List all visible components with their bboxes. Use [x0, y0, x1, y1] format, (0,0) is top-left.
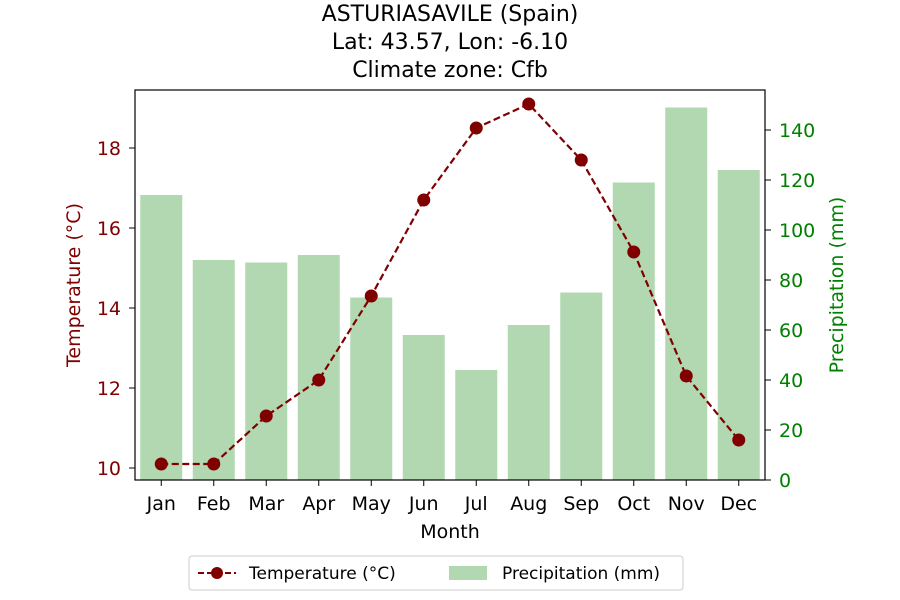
- left-y-tick-label: 16: [97, 218, 121, 240]
- x-tick-label: Feb: [197, 493, 231, 515]
- temperature-point-sep: [574, 153, 588, 167]
- temperature-point-oct: [627, 245, 641, 259]
- x-tick-label: Jun: [408, 493, 439, 515]
- x-tick-label: Oct: [617, 493, 650, 515]
- x-tick-label: Apr: [302, 493, 335, 515]
- right-y-tick-label: 120: [779, 170, 815, 192]
- precipitation-bar-jan: [140, 195, 183, 480]
- legend-precipitation-label: Precipitation (mm): [502, 564, 660, 584]
- temperature-line: [161, 102, 740, 466]
- title-line-1: ASTURIASAVILE (Spain): [322, 2, 579, 27]
- legend-temperature-marker-icon: [211, 567, 223, 579]
- temperature-point-may: [364, 289, 378, 303]
- legend: Temperature (°C) Precipitation (mm): [188, 555, 684, 591]
- temperature-point-nov: [679, 369, 693, 383]
- precipitation-bar-apr: [297, 255, 340, 480]
- precipitation-bar-feb: [192, 260, 235, 480]
- precipitation-bar-nov: [665, 107, 708, 480]
- right-y-tick-label: 40: [779, 370, 803, 392]
- left-y-axis-label: Temperature (°C): [63, 203, 85, 368]
- x-tick-label: Aug: [510, 493, 547, 515]
- plot-frame: [134, 89, 766, 481]
- precipitation-bars: [140, 107, 760, 480]
- temperature-series: [154, 97, 746, 471]
- precipitation-bar-dec: [717, 170, 760, 480]
- right-y-tick-label: 140: [779, 120, 815, 142]
- x-tick-label: Nov: [668, 493, 705, 515]
- temperature-point-feb: [207, 457, 221, 471]
- x-tick-label: Jul: [464, 493, 488, 515]
- x-tick-label: Jan: [146, 493, 176, 515]
- right-y-tick-label: 60: [779, 320, 803, 342]
- temperature-point-jul: [469, 121, 483, 135]
- x-tick-label: May: [352, 493, 391, 515]
- left-y-tick-label: 14: [97, 298, 121, 320]
- chart-title: ASTURIASAVILE (Spain) Lat: 43.57, Lon: -…: [322, 2, 579, 83]
- right-y-tick-label: 20: [779, 420, 803, 442]
- right-y-tick-label: 100: [779, 220, 815, 242]
- chart-ticks: Jan Feb Mar Apr May Jun Jul Aug Sep Oct Nov Dec 10 12…: [97, 120, 815, 515]
- left-y-tick-label: 18: [97, 138, 121, 160]
- x-tick-label: Mar: [248, 493, 284, 515]
- temperature-point-aug: [522, 97, 536, 111]
- precipitation-bar-aug: [507, 325, 550, 480]
- legend-frame: [188, 555, 684, 591]
- temperature-point-jun: [417, 193, 431, 207]
- chart-axes: [134, 89, 766, 481]
- legend-precipitation-swatch-icon: [449, 566, 487, 580]
- x-tick-label: Dec: [720, 493, 757, 515]
- left-y-tick-label: 10: [97, 458, 121, 480]
- legend-temperature-label: Temperature (°C): [248, 564, 396, 584]
- temperature-point-jan: [154, 457, 168, 471]
- precipitation-bar-mar: [245, 262, 288, 480]
- right-y-tick-label: 80: [779, 270, 803, 292]
- temperature-point-mar: [259, 409, 273, 423]
- right-y-axis-label: Precipitation (mm): [826, 197, 848, 374]
- x-axis-label: Month: [420, 521, 480, 543]
- temperature-point-dec: [732, 433, 746, 447]
- right-y-tick-label: 0: [779, 470, 791, 492]
- precipitation-bar-jul: [455, 370, 498, 480]
- precipitation-bar-sep: [560, 292, 603, 480]
- precipitation-bar-oct: [612, 182, 655, 480]
- title-line-3: Climate zone: Cfb: [352, 58, 548, 83]
- left-y-tick-label: 12: [97, 378, 121, 400]
- precipitation-bar-may: [350, 297, 393, 480]
- title-line-2: Lat: 43.57, Lon: -6.10: [332, 30, 568, 55]
- temperature-point-apr: [312, 373, 326, 387]
- precipitation-bar-jun: [402, 335, 445, 480]
- x-tick-label: Sep: [563, 493, 599, 515]
